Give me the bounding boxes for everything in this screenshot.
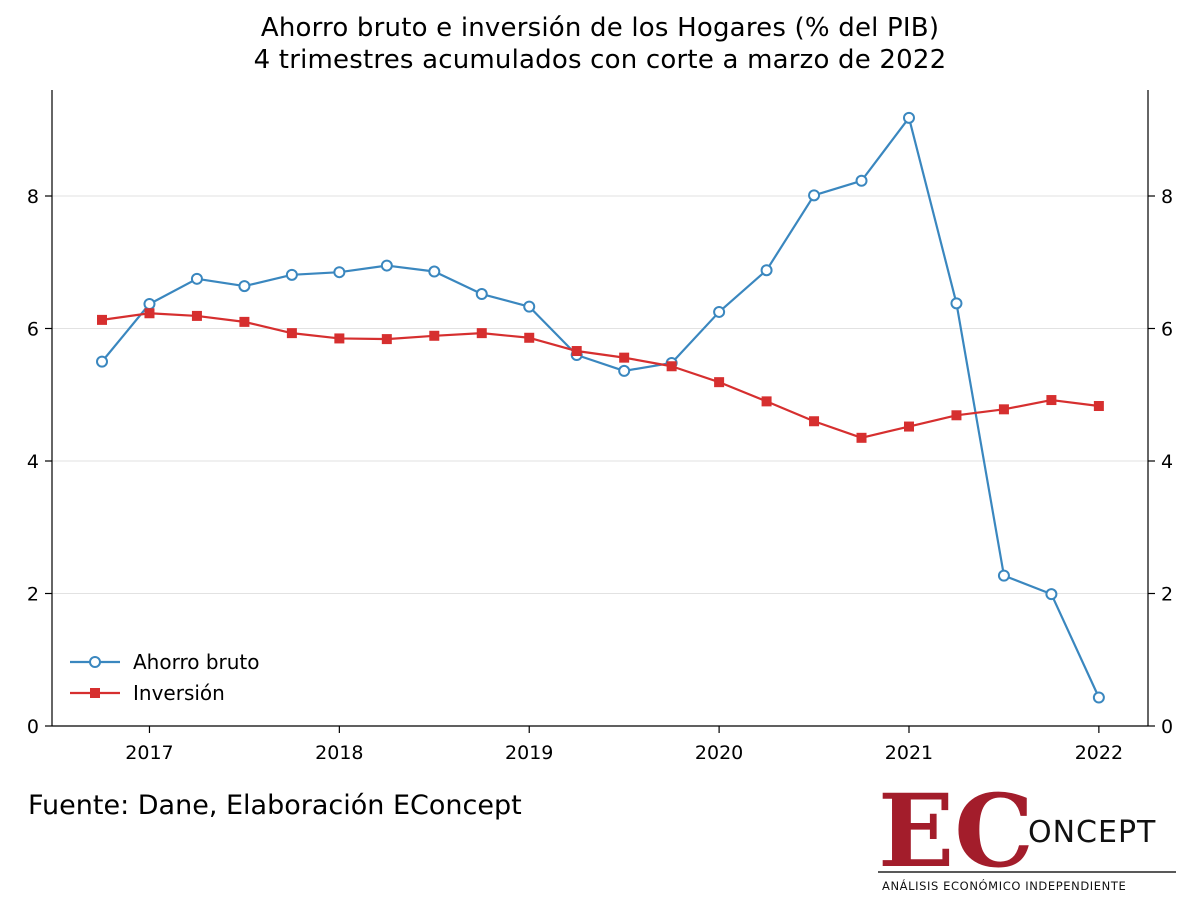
legend-label-ahorro: Ahorro bruto (133, 650, 260, 674)
logo-letters: EC (878, 786, 1034, 890)
data-point-ahorro-bruto (333, 266, 346, 279)
line-chart: 0 0 2 2 4 4 6 6 8 8 2017 2018 2019 2020 2021 2022 Ahorro… (27, 90, 1173, 764)
data-point-ahorro-bruto (523, 300, 536, 313)
data-point-ahorro-bruto (950, 297, 963, 310)
data-point-ahorro-bruto (285, 268, 298, 281)
legend-marker-ahorro (89, 656, 101, 668)
y-tick-label-right: 6 (1161, 319, 1173, 341)
data-point-ahorro-bruto (380, 259, 393, 272)
y-tick-label-left: 6 (27, 319, 39, 341)
y-tick-label-left: 0 (27, 716, 39, 738)
legend-marker-inversion (90, 688, 100, 698)
data-point-inversion (239, 316, 250, 327)
data-point-inversion (761, 396, 772, 407)
data-point-ahorro-bruto (143, 297, 156, 310)
data-point-inversion (998, 404, 1009, 415)
data-point-ahorro-bruto (1045, 588, 1058, 601)
data-point-inversion (571, 346, 582, 357)
legend-label-inversion: Inversión (133, 681, 225, 705)
x-tick-label: 2020 (695, 742, 743, 764)
data-point-ahorro-bruto (855, 174, 868, 187)
data-point-inversion (144, 308, 155, 319)
series-line-inversion (101, 312, 1100, 439)
data-point-inversion (666, 361, 677, 372)
chart-title: Ahorro bruto e inversión de los Hogares … (260, 13, 940, 43)
y-tick-label-right: 0 (1161, 716, 1173, 738)
data-point-ahorro-bruto (1092, 691, 1105, 704)
data-point-inversion (809, 416, 820, 427)
series-line-ahorro-bruto (101, 116, 1100, 698)
x-tick-label: 2017 (125, 742, 173, 764)
y-tick-label-right: 2 (1161, 584, 1173, 606)
data-point-inversion (286, 328, 297, 339)
x-tick-label: 2021 (885, 742, 933, 764)
data-point-inversion (951, 410, 962, 421)
data-point-ahorro-bruto (475, 288, 488, 301)
data-point-inversion (524, 332, 535, 343)
data-point-inversion (903, 421, 914, 432)
y-tick-label-right: 8 (1161, 186, 1173, 208)
y-tick-label-left: 8 (27, 186, 39, 208)
data-point-inversion (619, 352, 630, 363)
x-tick-label: 2019 (505, 742, 553, 764)
data-point-inversion (429, 330, 440, 341)
data-point-inversion (97, 314, 107, 325)
data-point-inversion (191, 310, 202, 321)
y-tick-label-right: 4 (1161, 451, 1173, 473)
data-point-ahorro-bruto (760, 264, 773, 277)
econcept-logo: EC ONCEPT ANÁLISIS ECONÓMICO INDEPENDIEN… (878, 786, 1176, 893)
data-point-ahorro-bruto (428, 265, 441, 278)
data-point-ahorro-bruto (190, 272, 203, 285)
data-point-ahorro-bruto (238, 280, 251, 293)
logo-word: ONCEPT (1028, 815, 1156, 850)
data-point-inversion (476, 328, 487, 339)
data-point-ahorro-bruto (902, 111, 915, 124)
y-tick-label-left: 4 (27, 451, 39, 473)
x-tick-label: 2018 (315, 742, 363, 764)
data-point-ahorro-bruto (713, 305, 726, 318)
data-point-ahorro-bruto (618, 364, 631, 377)
source-note: Fuente: Dane, Elaboración EConcept (28, 790, 522, 821)
data-point-inversion (334, 333, 345, 344)
x-tick-label: 2022 (1075, 742, 1123, 764)
data-point-ahorro-bruto (808, 189, 821, 202)
data-point-inversion (856, 432, 867, 443)
y-tick-label-left: 2 (27, 584, 39, 606)
data-point-inversion (1093, 401, 1104, 412)
data-point-inversion (1046, 395, 1057, 406)
logo-tagline: ANÁLISIS ECONÓMICO INDEPENDIENTE (882, 878, 1126, 893)
data-point-ahorro-bruto (997, 569, 1010, 582)
data-point-inversion (381, 334, 392, 345)
data-point-ahorro-bruto (96, 355, 108, 368)
data-point-inversion (714, 377, 725, 388)
chart-subtitle: 4 trimestres acumulados con corte a marz… (253, 45, 947, 75)
